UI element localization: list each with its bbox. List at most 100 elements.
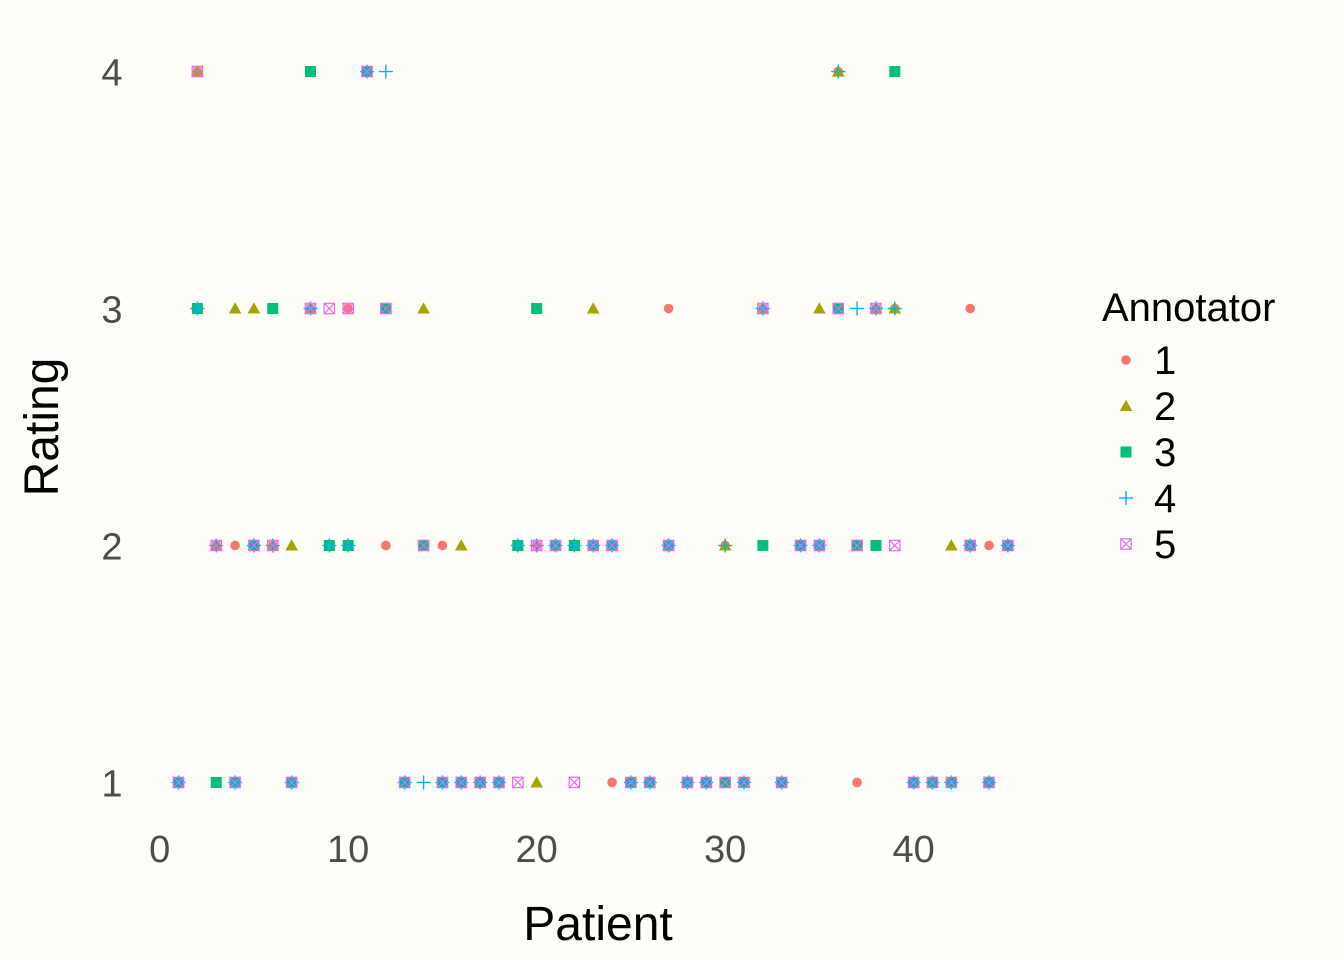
data-point-annotator-5 [398, 776, 411, 789]
data-point-annotator-3 [304, 66, 316, 78]
data-point-annotator-5 [832, 302, 845, 315]
data-point-annotator-5 [813, 539, 826, 552]
data-point-annotator-5 [945, 776, 958, 789]
legend-label: 4 [1154, 477, 1176, 521]
data-point-annotator-2 [530, 776, 543, 788]
legend-item-5: 5 [1120, 523, 1176, 567]
data-point-annotator-2 [247, 302, 261, 314]
data-point-annotator-1 [984, 540, 994, 551]
data-point-annotator-5 [757, 302, 769, 315]
data-point-annotator-1 [852, 777, 862, 788]
data-point-annotator-5 [455, 776, 468, 789]
data-point-annotator-5 [191, 65, 204, 78]
data-point-annotator-5 [775, 776, 788, 789]
y-tick-label: 4 [101, 53, 122, 95]
legend-label: 2 [1154, 385, 1176, 429]
x-tick-label: 10 [327, 829, 369, 871]
legend-label: 3 [1154, 431, 1176, 475]
data-point-annotator-5 [549, 539, 562, 552]
data-point-annotator-4 [850, 301, 865, 316]
data-point-annotator-5 [738, 776, 750, 789]
data-point-annotator-3 [267, 303, 279, 315]
legend-label: 1 [1154, 339, 1176, 383]
legend-key-annotator-1 [1121, 355, 1131, 365]
data-point-annotator-5 [512, 776, 524, 789]
data-point-annotator-2 [586, 302, 600, 314]
legend-key-annotator-4 [1119, 491, 1133, 505]
y-axis-title: Rating [16, 358, 69, 497]
data-point-annotator-4 [322, 538, 337, 553]
data-point-annotator-3 [531, 303, 543, 315]
y-tick-label: 1 [101, 763, 122, 805]
data-point-annotator-2 [945, 539, 958, 551]
data-point-annotator-4 [831, 64, 846, 79]
data-point-annotator-4 [416, 775, 431, 790]
data-point-annotator-5 [1002, 539, 1014, 552]
data-point-annotator-5 [587, 539, 600, 552]
data-point-annotator-4 [510, 538, 525, 553]
data-point-annotator-4 [190, 301, 205, 316]
data-point-annotator-5 [794, 539, 807, 552]
data-point-annotator-5 [248, 539, 260, 552]
data-point-annotator-2 [228, 302, 242, 314]
data-point-annotator-3 [870, 539, 882, 551]
x-axis-title: Patient [523, 898, 672, 951]
y-tick-label: 3 [101, 290, 122, 332]
data-point-annotator-2 [813, 302, 826, 314]
data-point-annotator-5 [681, 776, 694, 789]
data-point-annotator-5 [888, 539, 901, 552]
data-point-annotator-2 [285, 539, 298, 551]
data-point-annotator-5 [361, 65, 373, 78]
data-point-annotator-5 [926, 776, 939, 789]
data-point-annotator-5 [851, 539, 863, 552]
y-axis-ticks: 1 2 3 4 [101, 53, 122, 806]
x-tick-label: 20 [516, 829, 558, 871]
data-point-annotator-5 [436, 776, 449, 789]
legend-key-annotator-2 [1119, 399, 1133, 412]
data-point-annotator-4 [718, 538, 733, 553]
x-tick-label: 0 [149, 829, 170, 871]
data-point-annotator-5 [210, 539, 223, 552]
data-point-annotator-1 [230, 540, 240, 551]
data-point-annotator-5 [474, 776, 486, 789]
legend-item-2: 2 [1119, 385, 1176, 429]
data-point-annotator-5 [417, 539, 430, 552]
legend-key-annotator-3 [1120, 446, 1132, 458]
y-tick-label: 2 [101, 526, 122, 568]
data-point-annotator-5 [606, 539, 618, 552]
x-axis-ticks: 0 10 20 30 40 [149, 829, 935, 871]
plot-area [171, 64, 1015, 790]
data-point-annotator-1 [381, 540, 391, 551]
data-point-annotator-5 [493, 776, 505, 789]
data-point-annotator-4 [567, 538, 582, 553]
x-tick-label: 40 [892, 829, 934, 871]
data-point-annotator-3 [889, 66, 901, 78]
data-point-annotator-5 [568, 776, 581, 789]
data-point-annotator-5 [266, 539, 279, 552]
data-point-annotator-2 [454, 539, 468, 551]
data-point-annotator-5 [172, 776, 185, 789]
data-point-annotator-5 [342, 302, 354, 315]
data-point-annotator-5 [380, 302, 392, 315]
data-point-annotator-3 [210, 776, 222, 788]
data-point-annotator-5 [625, 776, 637, 789]
data-point-annotator-5 [983, 776, 995, 789]
data-point-annotator-3 [757, 539, 769, 551]
data-point-annotator-4 [341, 538, 356, 553]
data-point-annotator-4 [378, 64, 393, 79]
data-point-annotator-5 [907, 776, 920, 789]
data-point-annotator-5 [662, 539, 675, 552]
data-point-annotator-5 [700, 776, 713, 789]
data-point-annotator-5 [285, 776, 298, 789]
data-point-annotator-1 [437, 540, 448, 551]
x-tick-label: 30 [704, 829, 746, 871]
data-point-annotator-1 [663, 303, 674, 314]
data-point-annotator-5 [229, 776, 241, 789]
legend-item-4: 4 [1119, 477, 1176, 521]
legend-label: 5 [1154, 523, 1176, 567]
data-point-annotator-5 [719, 776, 731, 789]
data-point-annotator-5 [530, 539, 543, 552]
data-point-annotator-5 [964, 539, 976, 552]
